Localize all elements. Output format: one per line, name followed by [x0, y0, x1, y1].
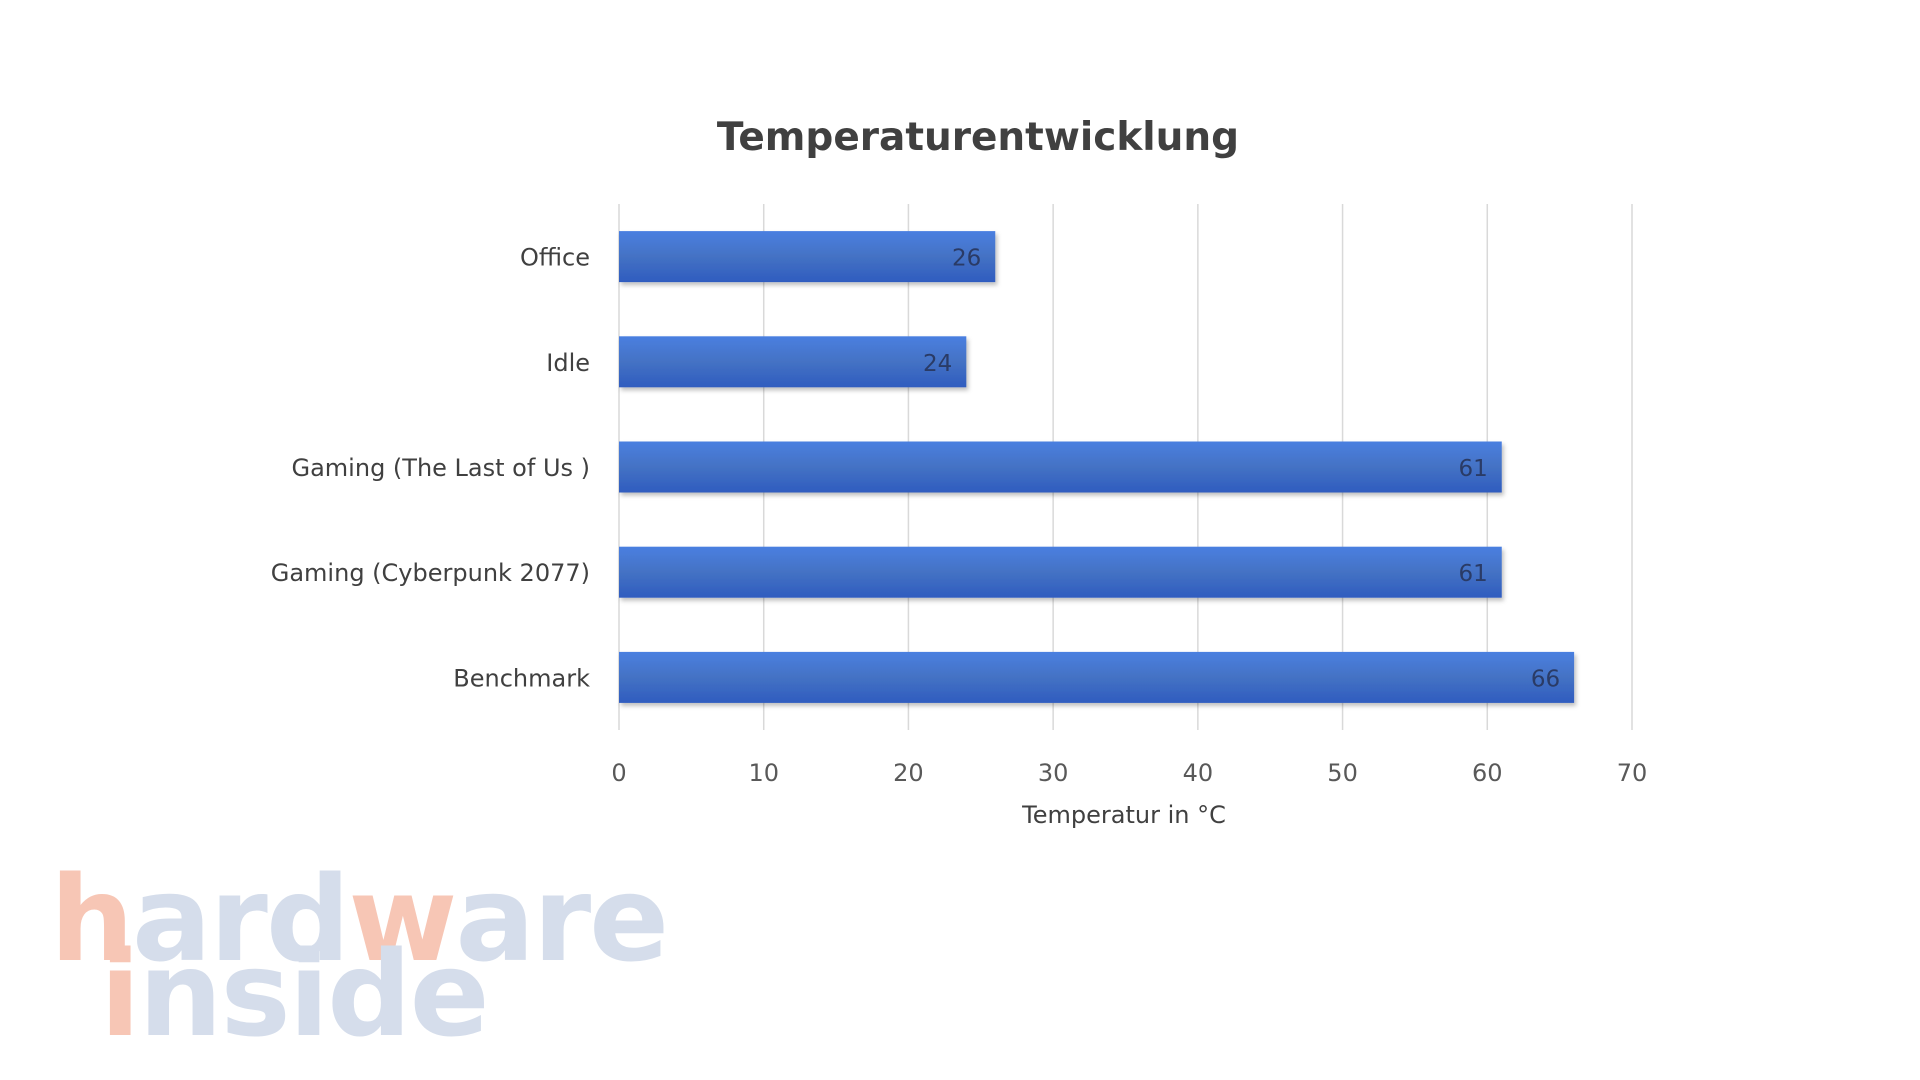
data-labels: 26 24 61 61 66	[923, 246, 1560, 693]
data-label: 24	[923, 351, 952, 377]
x-axis-title: Temperatur in °C	[1021, 801, 1226, 829]
bar	[619, 546, 1502, 598]
bar	[619, 231, 996, 283]
x-tick-label: 0	[611, 759, 626, 787]
x-tick-label: 50	[1327, 759, 1358, 787]
watermark-nside: nside	[138, 925, 487, 1063]
bar	[619, 441, 1502, 493]
category-label: Gaming (Cyberpunk 2077)	[271, 559, 590, 587]
x-tick-label: 60	[1472, 759, 1503, 787]
x-tick-label: 20	[893, 759, 924, 787]
x-tick-label: 30	[1038, 759, 1069, 787]
data-label: 26	[952, 246, 981, 272]
data-label: 61	[1458, 561, 1487, 587]
data-label: 61	[1458, 456, 1487, 482]
bar	[619, 651, 1575, 703]
x-tick-label: 40	[1183, 759, 1214, 787]
watermark-line2: inside	[100, 925, 488, 1063]
watermark-w: w	[348, 850, 455, 988]
bars	[619, 231, 1575, 703]
watermark-ard: ard	[132, 850, 348, 988]
data-label: 66	[1531, 666, 1560, 692]
category-label: Idle	[546, 349, 590, 377]
watermark-i: i	[100, 925, 138, 1063]
watermark-are: are	[455, 850, 667, 988]
category-label: Benchmark	[453, 664, 590, 692]
chart-title: Temperaturentwicklung	[717, 115, 1239, 160]
category-labels: Office Idle Gaming (The Last of Us ) Gaming…	[271, 244, 590, 693]
x-tick-labels: 0 10 20 30 40 50 60 70	[611, 759, 1647, 787]
watermark-line1: hardware	[50, 850, 667, 988]
bar	[619, 336, 967, 388]
category-label: Gaming (The Last of Us )	[292, 454, 591, 482]
x-tick-label: 70	[1617, 759, 1648, 787]
category-label: Office	[520, 244, 590, 272]
watermark-h: h	[50, 850, 132, 988]
x-tick-label: 10	[748, 759, 779, 787]
watermark-logo: hardware inside	[50, 850, 669, 1063]
